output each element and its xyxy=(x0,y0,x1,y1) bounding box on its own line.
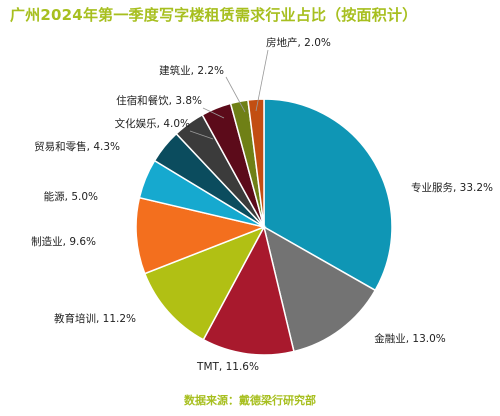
pie-slice-4 xyxy=(143,225,266,341)
pie-slice-1 xyxy=(263,98,393,292)
slice-label-10: 建筑业, 2.2% xyxy=(159,64,224,77)
slice-label-2: 金融业, 13.0% xyxy=(374,332,446,345)
slice-label-11: 房地产, 2.0% xyxy=(266,36,331,49)
leader-line-11 xyxy=(255,49,269,112)
pie-slice-5 xyxy=(135,196,267,275)
data-source: 数据来源：戴德梁行研究部 xyxy=(184,394,316,407)
slice-label-9: 住宿和餐饮, 3.8% xyxy=(116,94,202,107)
leader-line-8 xyxy=(189,130,214,140)
chart-title: 广州2024年第一季度写字楼租赁需求行业占比（按面积计） xyxy=(10,6,418,24)
slice-label-3: TMT, 11.6% xyxy=(196,361,259,373)
slice-label-1: 专业服务, 33.2% xyxy=(411,181,493,194)
pie-slice-2 xyxy=(262,225,377,353)
leader-line-10 xyxy=(225,76,246,113)
pie-slice-11 xyxy=(247,98,265,228)
slice-label-6: 能源, 5.0% xyxy=(44,190,98,203)
pie-slice-3 xyxy=(202,224,295,356)
leader-line-9 xyxy=(202,107,225,119)
slice-label-8: 文化娱乐, 4.0% xyxy=(115,117,190,130)
slice-label-4: 教育培训, 11.2% xyxy=(54,312,136,325)
slice-label-5: 制造业, 9.6% xyxy=(31,235,96,248)
slice-label-7: 贸易和零售, 4.3% xyxy=(34,140,120,153)
